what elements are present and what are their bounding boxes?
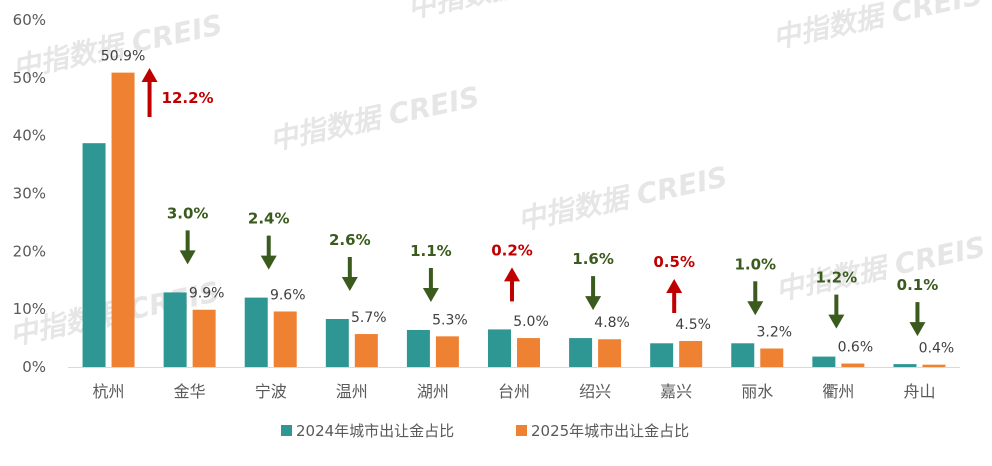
y-tick-label: 60% — [13, 11, 46, 29]
bar-2024 — [325, 318, 349, 367]
bar-2025 — [841, 363, 865, 367]
legend-label-2025: 2025年城市出让金占比 — [531, 422, 689, 440]
y-tick-label: 10% — [13, 300, 46, 318]
change-arrow-head — [141, 68, 158, 82]
change-label: 1.0% — [734, 255, 776, 273]
legend-label-2024: 2024年城市出让金占比 — [296, 422, 454, 440]
bar-2024 — [650, 343, 674, 367]
category-label: 丽水 — [741, 382, 773, 401]
category-label: 温州 — [336, 382, 368, 401]
change-arrow-head — [422, 287, 439, 302]
legend-swatch-2025 — [516, 425, 527, 436]
category-label: 湖州 — [417, 382, 449, 401]
category-label: 舟山 — [903, 382, 935, 401]
value-label-2025: 9.9% — [189, 286, 225, 302]
y-tick-label: 40% — [13, 127, 46, 145]
bar-2025 — [273, 311, 297, 367]
value-label-2025: 4.5% — [675, 317, 711, 333]
category-label: 衢州 — [822, 382, 854, 401]
value-label-2025: 0.4% — [919, 341, 955, 357]
y-tick-label: 0% — [22, 358, 46, 376]
bar-2025 — [435, 336, 459, 367]
change-arrow-head — [585, 296, 602, 311]
bar-2024 — [244, 297, 268, 367]
y-tick-label: 30% — [13, 185, 46, 203]
category-label: 宁波 — [255, 382, 287, 401]
value-label-2025: 0.6% — [838, 340, 874, 356]
bar-2025 — [679, 340, 703, 367]
watermark-2: 中指数据 CREIS — [515, 160, 731, 237]
legend-swatch-2024 — [281, 425, 292, 436]
value-label-2025: 9.6% — [270, 287, 306, 303]
bar-2025 — [354, 334, 378, 367]
change-label: 2.4% — [248, 210, 290, 228]
bar-2025 — [922, 364, 946, 367]
bar-2025 — [111, 72, 135, 368]
bar-2024 — [731, 343, 755, 367]
bar-2024 — [488, 329, 511, 367]
change-arrow-head — [260, 255, 277, 270]
y-tick-label: 20% — [13, 242, 46, 260]
value-label-2025: 3.2% — [756, 324, 792, 340]
bar-2025 — [192, 309, 216, 367]
change-label: 12.2% — [162, 89, 214, 107]
category-label: 杭州 — [93, 382, 125, 401]
bar-2024 — [82, 143, 106, 367]
bar-2024 — [812, 356, 836, 367]
value-label-2025: 4.8% — [594, 315, 630, 331]
bar-2025 — [598, 339, 622, 367]
change-label: 2.6% — [329, 231, 371, 249]
change-label: 0.1% — [897, 276, 939, 294]
category-label: 嘉兴 — [660, 382, 692, 401]
change-label: 1.1% — [410, 242, 452, 260]
category-label: 金华 — [174, 382, 206, 401]
watermark-3: 中指数据 CREIS — [773, 230, 989, 307]
watermark-4: 中指数据 CREIS — [770, 0, 986, 55]
watermark-6: 中指数据 CREIS — [405, 0, 621, 25]
change-arrow-head — [828, 314, 845, 329]
change-label: 3.0% — [167, 204, 209, 222]
bar-2024 — [893, 364, 917, 367]
change-arrow-head — [341, 276, 358, 291]
change-arrow-head — [179, 250, 196, 265]
change-label: 1.6% — [572, 250, 614, 268]
value-label-2025: 50.9% — [101, 49, 145, 65]
y-tick-label: 50% — [13, 69, 46, 87]
bar-2025 — [760, 348, 784, 367]
category-label: 绍兴 — [579, 382, 611, 401]
change-label: 1.2% — [816, 269, 858, 287]
bar-2024 — [163, 292, 187, 367]
value-label-2025: 5.7% — [351, 310, 387, 326]
value-label-2025: 5.3% — [432, 312, 468, 328]
change-arrow-head — [747, 301, 764, 316]
change-arrow-head — [666, 278, 683, 293]
bar-2025 — [517, 338, 540, 367]
bar-2024 — [569, 338, 593, 367]
change-arrow-head — [909, 322, 926, 337]
bar-2024 — [406, 329, 430, 367]
value-label-2025: 5.0% — [513, 314, 549, 330]
change-arrow-head — [504, 267, 520, 282]
change-label: 0.2% — [491, 241, 533, 259]
category-label: 台州 — [498, 382, 530, 401]
change-label: 0.5% — [653, 253, 695, 271]
watermark-1: 中指数据 CREIS — [267, 80, 483, 157]
